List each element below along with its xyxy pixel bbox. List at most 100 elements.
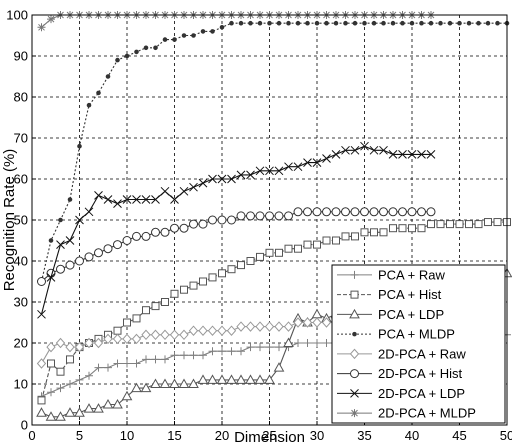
data-point	[208, 273, 217, 282]
data-point	[132, 195, 141, 204]
data-point	[94, 363, 103, 372]
data-point	[246, 343, 255, 352]
data-point	[398, 224, 407, 233]
data-point	[48, 238, 54, 243]
legend-item-2d-pca-mldp: 2D-PCA + MLDP	[337, 406, 476, 421]
data-point	[245, 321, 256, 332]
data-point	[294, 244, 302, 253]
data-point	[322, 236, 331, 245]
data-point	[132, 359, 141, 368]
data-point	[141, 231, 151, 241]
data-point	[218, 269, 226, 278]
legend-label: PCA + Hist	[378, 287, 442, 302]
data-point	[400, 20, 405, 26]
data-point	[331, 150, 341, 159]
y-axis-ticks: 0 10 20 30 40 50 60 70 80 90 100	[6, 8, 36, 433]
y-tick-label: 100	[6, 8, 28, 23]
data-point	[236, 211, 246, 221]
data-point	[65, 236, 75, 245]
legend-label: 2D-PCA + Hist	[378, 366, 463, 381]
data-point	[66, 355, 74, 364]
data-point	[246, 257, 255, 265]
data-point	[379, 228, 388, 237]
data-point	[417, 207, 426, 217]
data-point	[141, 329, 151, 341]
data-point	[84, 207, 94, 217]
data-point	[265, 166, 274, 176]
y-tick-label: 80	[14, 90, 28, 105]
data-point	[284, 244, 293, 253]
x-tick-label: 30	[310, 428, 324, 443]
data-point	[96, 90, 101, 96]
data-point	[217, 325, 227, 336]
data-point	[474, 220, 483, 229]
data-point	[226, 325, 237, 336]
x-tick-label: 25	[262, 428, 276, 443]
data-point	[132, 314, 141, 323]
data-point	[407, 207, 417, 217]
y-tick-label: 50	[14, 213, 28, 228]
data-point	[180, 285, 188, 294]
data-point	[112, 333, 123, 345]
data-point	[321, 317, 332, 328]
data-point	[113, 359, 122, 368]
data-point	[465, 220, 473, 229]
data-point	[236, 321, 246, 332]
data-point	[86, 102, 92, 108]
data-point	[218, 347, 226, 356]
data-point	[350, 145, 360, 155]
data-point	[37, 23, 46, 32]
data-point	[276, 20, 282, 26]
data-point	[150, 378, 161, 388]
data-point	[198, 219, 208, 229]
data-point	[75, 375, 84, 384]
data-point	[322, 154, 331, 163]
data-point	[303, 158, 312, 167]
data-point	[341, 145, 350, 155]
y-tick-label: 0	[21, 418, 28, 433]
data-point	[362, 20, 367, 26]
data-point	[245, 374, 256, 384]
data-point	[217, 215, 227, 225]
data-point	[103, 333, 113, 345]
data-point	[131, 333, 142, 345]
data-point	[255, 321, 265, 332]
data-point	[93, 337, 104, 349]
data-point	[311, 308, 323, 319]
data-point	[466, 20, 472, 26]
data-point	[45, 411, 57, 421]
legend-item-pca-ldp: PCA + LDP	[337, 307, 444, 322]
data-point	[360, 141, 369, 151]
data-point	[75, 215, 84, 225]
data-point	[208, 215, 217, 225]
data-point	[409, 20, 415, 26]
data-point	[180, 351, 188, 360]
data-point	[313, 339, 321, 347]
data-point	[103, 195, 113, 204]
data-point	[104, 363, 112, 372]
data-point	[140, 382, 152, 393]
data-point	[36, 407, 47, 417]
data-point	[170, 289, 179, 298]
data-point	[198, 178, 208, 188]
data-point	[236, 170, 246, 180]
data-point	[426, 150, 436, 159]
data-point	[274, 321, 284, 332]
data-point	[265, 211, 274, 221]
data-point	[248, 20, 253, 26]
data-point	[122, 333, 132, 345]
data-point	[121, 390, 133, 401]
data-point	[122, 236, 132, 245]
data-point	[134, 49, 139, 55]
data-point	[199, 277, 207, 286]
data-point	[255, 166, 265, 176]
data-point	[312, 158, 322, 167]
x-tick-label: 5	[76, 428, 83, 443]
data-point	[200, 29, 206, 34]
series-line	[40, 221, 507, 401]
data-point	[351, 232, 359, 241]
legend-item-2d-pca-hist: 2D-PCA + Hist	[337, 366, 463, 381]
data-point	[36, 358, 47, 369]
data-point	[103, 244, 113, 254]
